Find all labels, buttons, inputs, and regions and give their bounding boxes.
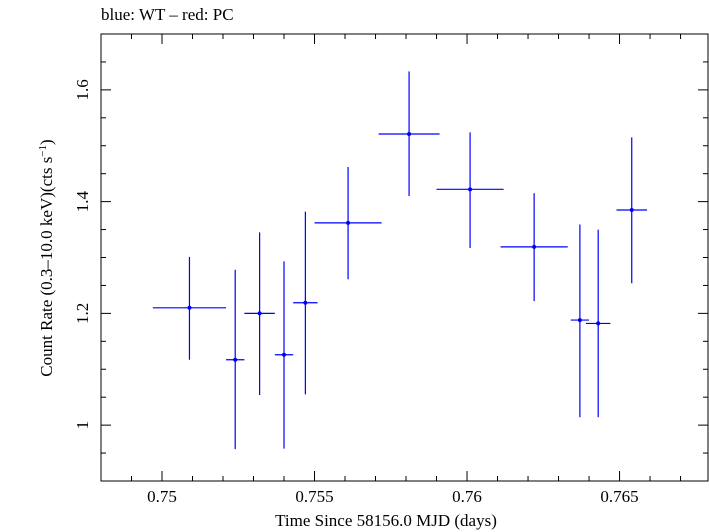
data-point — [585, 229, 611, 418]
data-point — [616, 137, 647, 284]
plot-frame — [100, 33, 709, 482]
x-axis: 0.75 0.755 0.76 0.765 — [131, 34, 682, 506]
y-axis-label-main: Count Rate (0.3–10.0 keV)(cts s — [37, 157, 56, 377]
data-marker — [233, 357, 238, 362]
data-marker — [303, 300, 308, 305]
x-tick-label: 0.75 — [147, 487, 177, 506]
chart-title: blue: WT – red: PC — [101, 5, 234, 24]
data-point — [436, 132, 504, 249]
data-point — [570, 224, 590, 418]
x-tick-label: 0.76 — [452, 487, 482, 506]
data-point — [293, 211, 318, 395]
data-marker — [282, 352, 287, 357]
data-marker — [596, 321, 601, 326]
data-series-wt — [152, 71, 647, 450]
y-tick-label: 1 — [73, 421, 92, 430]
y-axis-label: Count Rate (0.3–10.0 keV)(cts s−1) — [37, 139, 56, 376]
x-tick-label: 0.755 — [295, 487, 333, 506]
data-marker — [577, 318, 582, 323]
y-tick-label: 1.2 — [73, 303, 92, 324]
data-marker — [468, 187, 473, 192]
y-axis: 1 1.2 1.4 1.6 — [73, 33, 708, 454]
data-marker — [532, 244, 537, 249]
data-marker — [187, 305, 192, 310]
y-tick-label: 1.4 — [73, 191, 92, 213]
x-axis-label: Time Since 58156.0 MJD (days) — [275, 511, 497, 530]
data-point — [314, 166, 382, 280]
y-tick-label: 1.6 — [73, 79, 92, 100]
data-point — [244, 232, 275, 395]
data-point — [378, 71, 440, 197]
data-point — [226, 269, 245, 450]
data-point — [500, 193, 568, 302]
data-marker — [346, 220, 351, 225]
data-point — [274, 261, 294, 449]
data-marker — [407, 132, 412, 137]
y-axis-label-superscript: −1 — [37, 145, 49, 157]
data-marker — [629, 208, 634, 213]
data-point — [152, 256, 227, 360]
data-marker — [257, 311, 262, 316]
x-tick-label: 0.765 — [600, 487, 638, 506]
y-axis-label-end: ) — [37, 139, 56, 145]
